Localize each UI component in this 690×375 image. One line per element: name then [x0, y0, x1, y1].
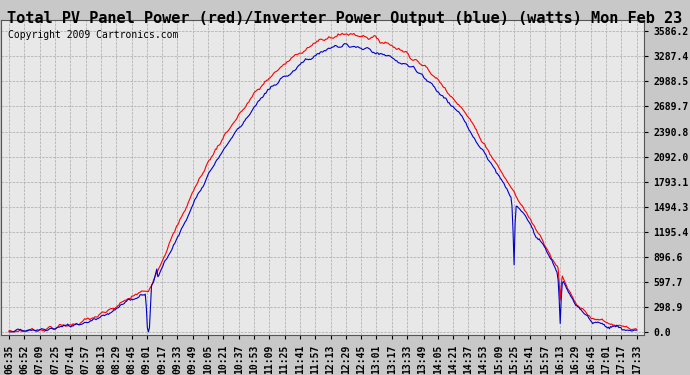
Text: Total PV Panel Power (red)/Inverter Power Output (blue) (watts) Mon Feb 23 17:34: Total PV Panel Power (red)/Inverter Powe…	[7, 11, 690, 26]
Text: Copyright 2009 Cartronics.com: Copyright 2009 Cartronics.com	[8, 30, 178, 40]
